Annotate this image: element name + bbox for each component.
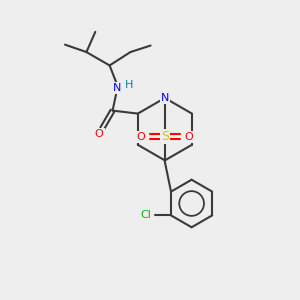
Text: Cl: Cl (140, 210, 151, 220)
Text: H: H (125, 80, 134, 90)
Text: S: S (161, 130, 169, 143)
Text: O: O (137, 132, 146, 142)
Text: N: N (113, 83, 121, 93)
Text: N: N (161, 93, 169, 103)
Text: O: O (184, 132, 193, 142)
Text: O: O (95, 129, 103, 140)
